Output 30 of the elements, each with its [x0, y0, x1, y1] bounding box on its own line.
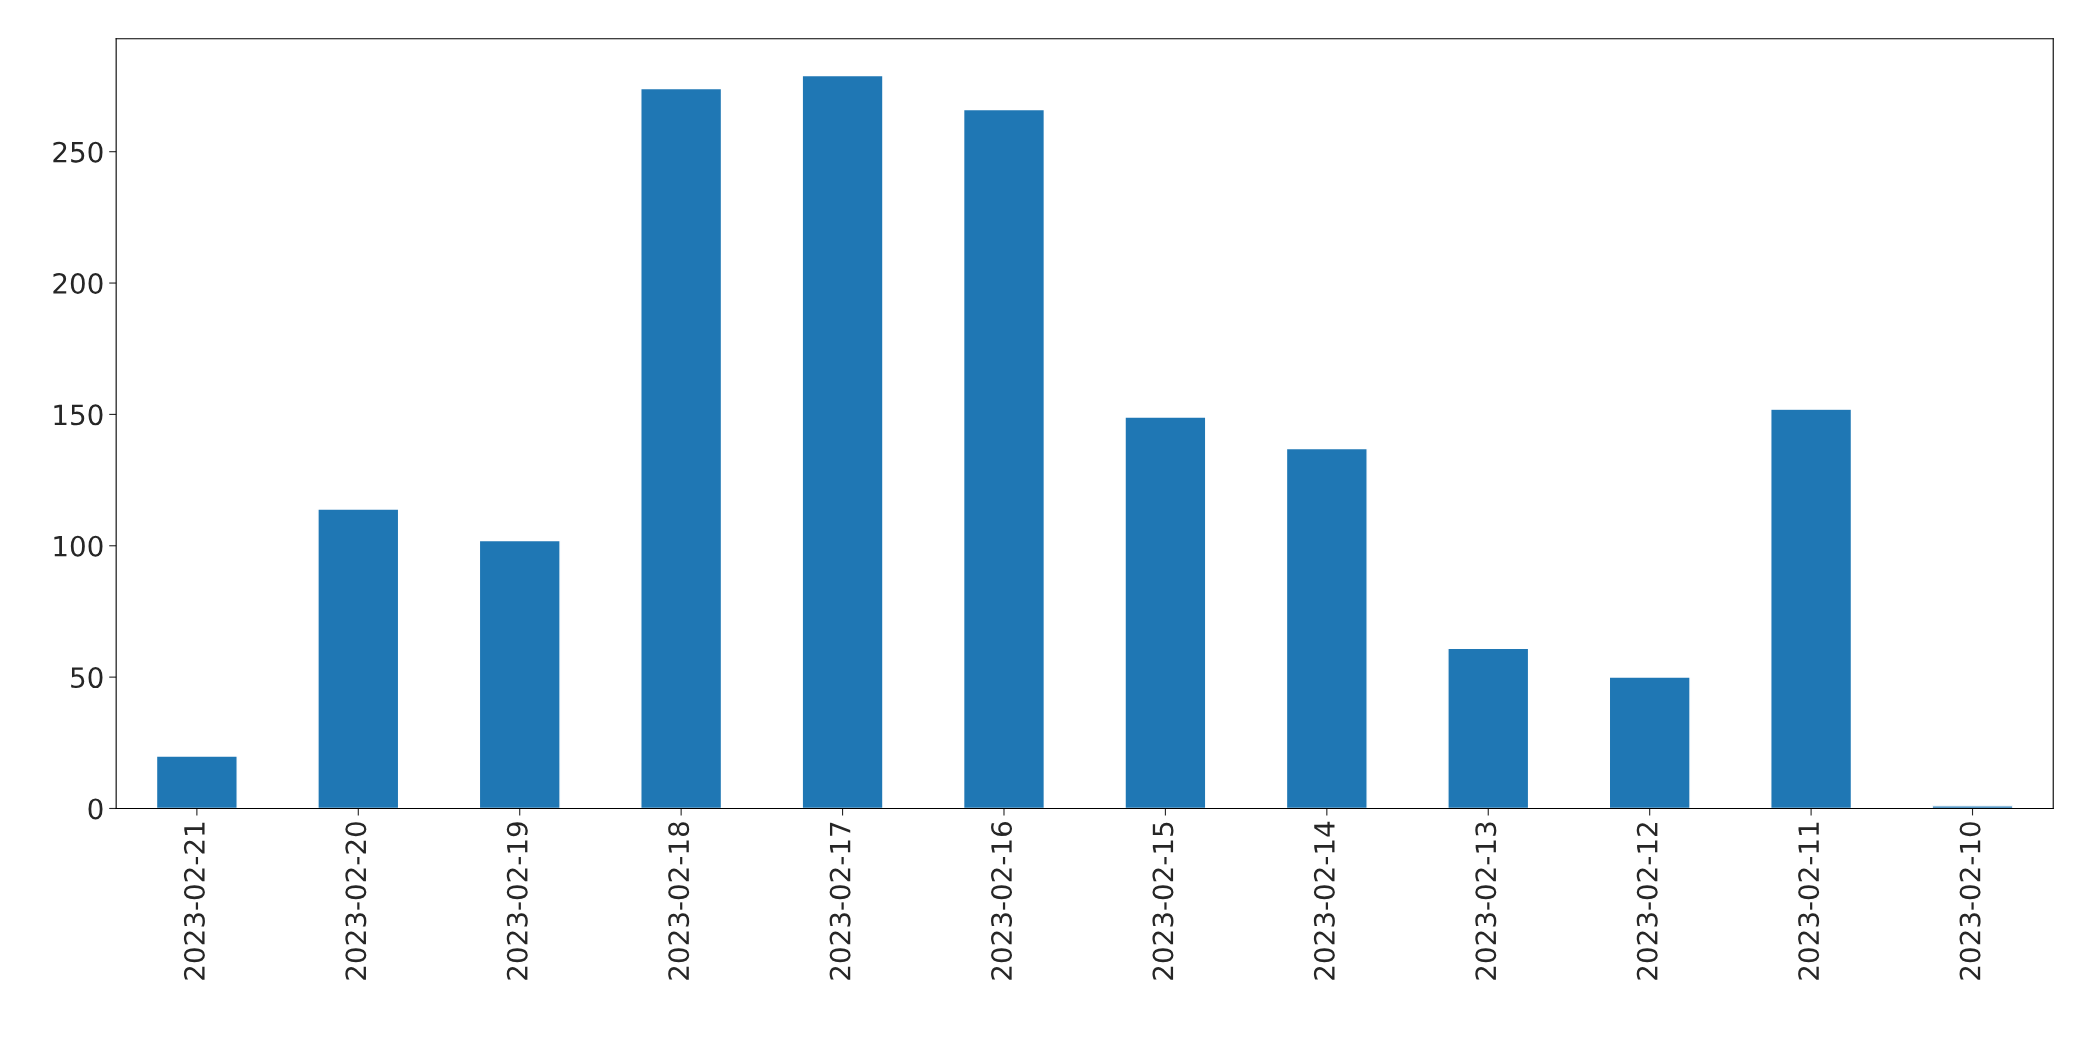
bar	[1608, 676, 1691, 809]
bar	[801, 74, 884, 809]
y-tick-label: 100	[54, 535, 103, 557]
x-tick-label: 2023-02-10	[1959, 822, 1981, 980]
x-tick-label: 2023-02-12	[1636, 823, 1658, 980]
y-tick-label: 50	[71, 667, 103, 689]
y-tick-label: 200	[53, 272, 103, 294]
x-tick-label: 2023-02-15	[1152, 822, 1174, 980]
x-tick-label: 2023-02-11	[1798, 822, 1820, 980]
bar	[962, 108, 1046, 809]
x-tick-label: 2023-02-13	[1475, 822, 1497, 980]
bar	[1931, 805, 2014, 809]
bar	[317, 508, 400, 809]
bar	[1124, 416, 1207, 809]
x-tick-label: 2023-02-14	[1313, 821, 1335, 980]
x-tick-label: 2023-02-20	[345, 822, 367, 980]
x-tick-label: 2023-02-16	[991, 822, 1013, 980]
x-tick-label: 2023-02-19	[506, 822, 528, 980]
x-tick-label: 2023-02-18	[668, 822, 690, 980]
bar	[478, 539, 561, 809]
x-tick-label: 2023-02-21	[183, 822, 205, 980]
y-tick-label: 150	[54, 404, 103, 426]
x-tick-label: 2023-02-17	[829, 822, 851, 980]
bar	[1285, 447, 1368, 809]
bar	[155, 755, 238, 809]
y-tick-label: 0	[88, 798, 103, 820]
bar	[1770, 408, 1853, 809]
y-tick-label: 250	[53, 141, 103, 163]
bar	[1447, 647, 1530, 809]
bar	[640, 87, 723, 809]
